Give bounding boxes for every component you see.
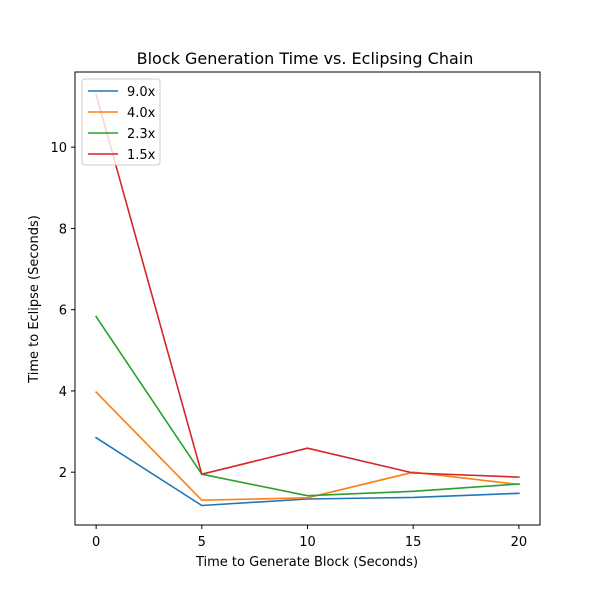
x-tick-label: 5 [198, 535, 206, 550]
y-tick-label: 6 [59, 304, 67, 319]
legend-label-9.0x: 9.0x [127, 85, 156, 100]
x-tick-label: 15 [405, 535, 422, 550]
legend-label-4.0x: 4.0x [127, 106, 156, 121]
y-tick-label: 4 [59, 385, 67, 400]
series-layer [94, 93, 520, 507]
x-tick-label: 10 [299, 535, 316, 550]
legend-label-2.3x: 2.3x [127, 127, 156, 142]
series-line-9.0x [94, 436, 520, 507]
y-tick-label: 8 [59, 222, 67, 237]
y-tick-label: 10 [50, 141, 67, 156]
series-line-1.5x [95, 93, 520, 478]
legend-box [81, 78, 161, 166]
y-axis: 2 4 6 8 10 [50, 141, 75, 481]
legend: 9.0x 4.0x 2.3x 1.5x [81, 78, 161, 166]
x-tick-label: 0 [92, 535, 100, 550]
chart-title: Block Generation Time vs. Eclipsing Chai… [137, 49, 474, 68]
x-axis: 0 5 10 15 20 [92, 525, 527, 550]
series-line-4.0x [94, 390, 520, 502]
y-tick-label: 2 [59, 466, 67, 481]
legend-label-1.5x: 1.5x [127, 148, 156, 163]
x-tick-label: 20 [511, 535, 528, 550]
x-axis-label: Time to Generate Block (Seconds) [195, 555, 418, 570]
series-line-2.3x [94, 315, 520, 497]
y-axis-label: Time to Eclipse (Seconds) [27, 215, 42, 384]
